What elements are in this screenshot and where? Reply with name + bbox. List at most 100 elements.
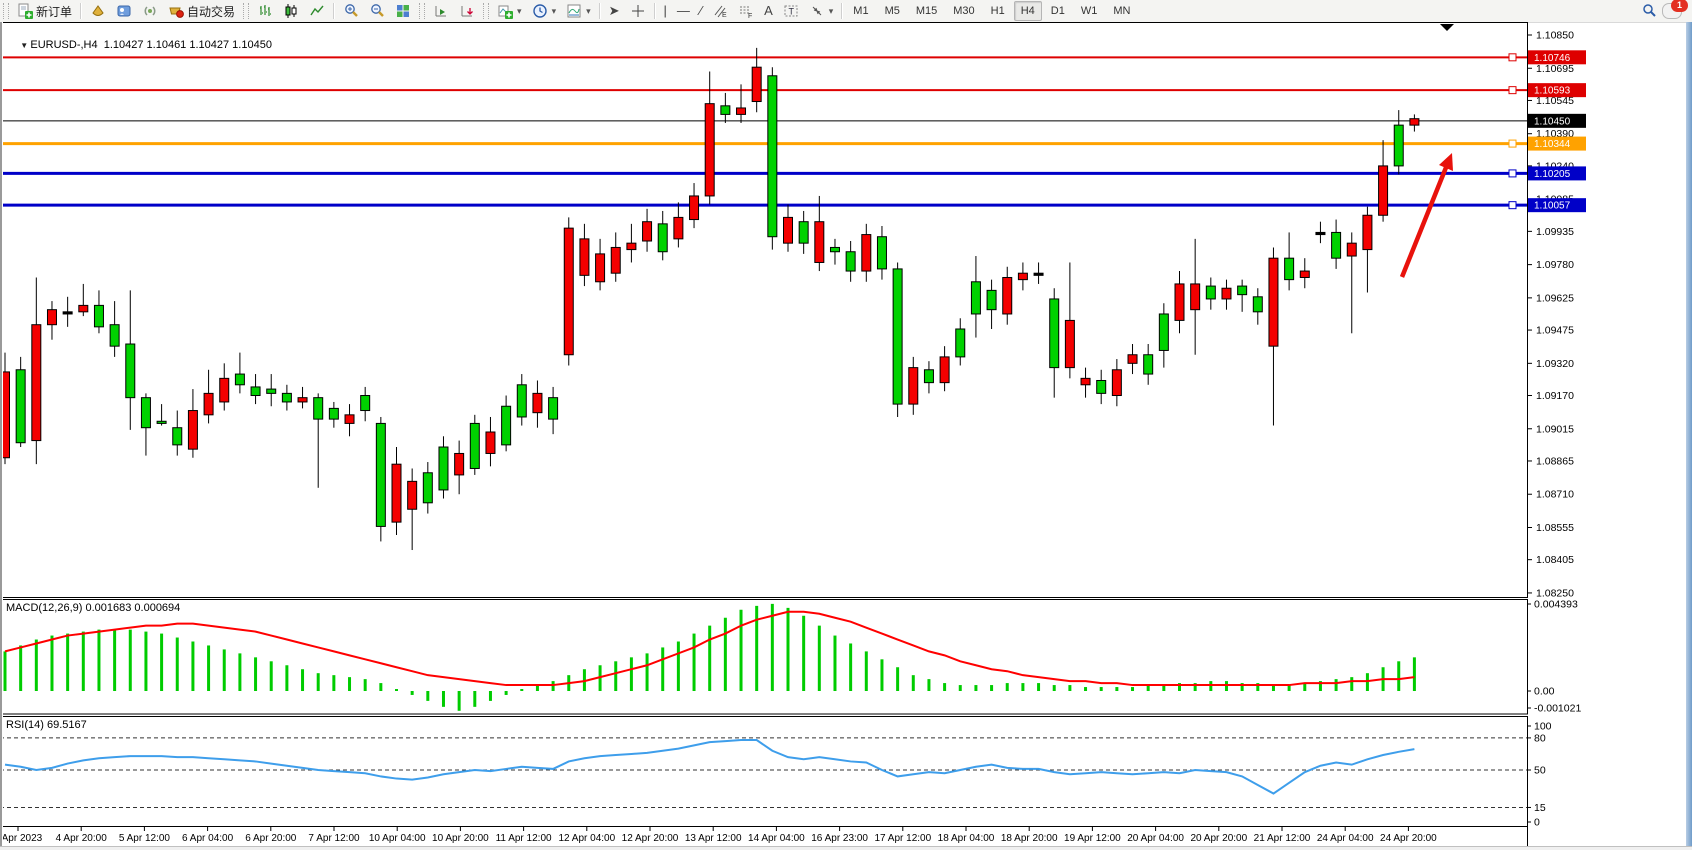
svg-text:1.09475: 1.09475 — [1536, 325, 1574, 337]
bar-chart-button[interactable] — [252, 0, 278, 22]
svg-text:50: 50 — [1534, 765, 1546, 777]
indicators-caret-icon: ▾ — [517, 5, 522, 16]
line-chart-button[interactable] — [304, 0, 330, 22]
svg-text:18 Apr 04:00: 18 Apr 04:00 — [938, 833, 995, 844]
svg-text:0: 0 — [1534, 817, 1540, 829]
zoom-in-icon — [345, 4, 358, 17]
svg-text:17 Apr 12:00: 17 Apr 12:00 — [874, 833, 931, 844]
symbol-ohlc-text: EURUSD-,H4 1.10427 1.10461 1.10427 1.104… — [30, 39, 272, 51]
symbol-collapse-icon[interactable]: ▼ — [20, 41, 31, 50]
svg-text:19 Apr 12:00: 19 Apr 12:00 — [1064, 833, 1121, 844]
fibonacci-tool[interactable]: F — [733, 0, 759, 22]
arrows-shape-icon — [812, 6, 822, 16]
svg-text:1.09625: 1.09625 — [1536, 292, 1574, 304]
svg-text:E: E — [722, 12, 727, 19]
macd-signal-line — [4, 610, 1415, 687]
crosshair-tool[interactable] — [625, 0, 651, 22]
price-badge-1.10344: 1.10344 — [1528, 136, 1586, 151]
svg-text:1.09170: 1.09170 — [1536, 390, 1574, 402]
svg-text:1.10850: 1.10850 — [1536, 30, 1574, 42]
notifications-button[interactable]: 1 — [1662, 0, 1688, 19]
trendline-tool[interactable]: ∕ — [695, 0, 707, 22]
auto-scroll-button[interactable] — [428, 0, 454, 22]
zoom-out-button[interactable] — [364, 0, 390, 22]
chart-shift-button[interactable] — [454, 0, 480, 22]
auto-trading-icon — [169, 7, 184, 18]
svg-text:1.10205: 1.10205 — [1534, 169, 1571, 180]
label-tool[interactable]: T — [778, 0, 804, 22]
trend-arrow-annotation[interactable] — [1399, 153, 1453, 278]
time-axis: 4 Apr 2023 4 Apr 20:00 5 Apr 12:00 6 Apr 04… — [0, 826, 1437, 844]
new-order-icon — [18, 3, 33, 19]
hline-1.10593[interactable] — [0, 86, 1527, 95]
hline-1.10746[interactable] — [0, 53, 1527, 62]
svg-text:1.10593: 1.10593 — [1534, 86, 1571, 97]
price-badge-1.10057: 1.10057 — [1528, 198, 1586, 213]
svg-text:1.10746: 1.10746 — [1534, 53, 1571, 64]
hline-icon: — — [676, 3, 690, 18]
annotations-layer — [1399, 24, 1454, 278]
macd-label: MACD(12,26,9) 0.001683 0.000694 — [6, 602, 181, 614]
price-badges: 1.10746 1.10593 1.10450 1.10344 1.10205 1.100… — [1528, 50, 1586, 213]
svg-text:1.08405: 1.08405 — [1536, 554, 1574, 566]
hline-1.10205[interactable] — [0, 169, 1527, 178]
tab-timeframe-M5[interactable]: M5 — [884, 5, 900, 17]
channel-tool[interactable]: E — [707, 0, 733, 22]
tab-timeframe-M1[interactable]: M1 — [853, 5, 869, 17]
scroll-marker-icon[interactable] — [1440, 24, 1454, 31]
price-badge-1.10593: 1.10593 — [1528, 83, 1586, 98]
tile-windows-icon — [397, 5, 410, 17]
svg-text:16 Apr 23:00: 16 Apr 23:00 — [811, 833, 868, 844]
tile-windows-button[interactable] — [390, 0, 416, 22]
panel-frames — [0, 22, 1528, 846]
svg-text:T: T — [788, 7, 794, 17]
notification-badge: 1 — [1671, 0, 1688, 12]
svg-text:1.08710: 1.08710 — [1536, 489, 1574, 501]
hline-1.10344[interactable] — [0, 139, 1527, 148]
svg-text:10 Apr 20:00: 10 Apr 20:00 — [432, 833, 489, 844]
tab-timeframe-H1[interactable]: H1 — [990, 5, 1005, 17]
tab-timeframe-M15[interactable]: M15 — [915, 5, 938, 17]
hline-1.10057[interactable] — [0, 201, 1527, 210]
market-watch-button[interactable] — [85, 0, 111, 22]
text-tool[interactable]: A — [759, 0, 778, 22]
auto-trading-label: 自动交易 — [187, 4, 236, 19]
periods-button[interactable]: ▾ — [527, 0, 562, 22]
tab-timeframe-M30[interactable]: M30 — [953, 5, 975, 17]
window-right-edge[interactable] — [1686, 22, 1692, 850]
fibonacci-icon: F — [740, 6, 752, 19]
svg-text:15: 15 — [1534, 802, 1546, 814]
search-button[interactable] — [1636, 0, 1662, 22]
template-icon — [567, 4, 581, 18]
zoom-in-button[interactable] — [338, 0, 364, 22]
svg-text:12 Apr 20:00: 12 Apr 20:00 — [622, 833, 679, 844]
line-chart-icon — [310, 5, 324, 16]
cursor-tool[interactable]: ➤ — [604, 0, 625, 22]
periods-caret-icon: ▾ — [551, 5, 557, 16]
shapes-caret-icon: ▾ — [828, 5, 834, 16]
signal-icon — [144, 6, 156, 16]
candlestick-chart-button[interactable] — [278, 0, 304, 22]
new-order-button[interactable]: 新订单 — [12, 0, 77, 22]
tab-timeframe-D1[interactable]: D1 — [1050, 5, 1065, 17]
price-badge-1.10205: 1.10205 — [1528, 166, 1586, 181]
data-window-button[interactable] — [111, 0, 137, 22]
svg-text:6 Apr 20:00: 6 Apr 20:00 — [245, 833, 297, 844]
toolbar-grip[interactable] — [3, 3, 9, 19]
shapes-tool[interactable]: ▾ — [804, 0, 839, 22]
svg-text:1.09320: 1.09320 — [1536, 358, 1574, 370]
tab-timeframe-W1[interactable]: W1 — [1080, 5, 1098, 17]
tab-timeframe-H4[interactable]: H4 — [1013, 1, 1042, 21]
svg-text:5 Apr 12:00: 5 Apr 12:00 — [119, 833, 171, 844]
vline-tool[interactable]: | — [659, 0, 672, 22]
indicators-button[interactable]: ▾ — [492, 0, 527, 22]
auto-trading-button[interactable]: 自动交易 — [163, 0, 240, 22]
svg-text:1.10545: 1.10545 — [1536, 95, 1574, 107]
templates-button[interactable]: ▾ — [561, 0, 596, 22]
text-icon: A — [764, 3, 773, 18]
svg-text:7 Apr 12:00: 7 Apr 12:00 — [308, 833, 360, 844]
svg-text:13 Apr 12:00: 13 Apr 12:00 — [685, 833, 742, 844]
signals-button[interactable] — [137, 0, 163, 22]
tab-timeframe-MN[interactable]: MN — [1113, 5, 1131, 17]
hline-tool[interactable]: — — [672, 0, 695, 22]
